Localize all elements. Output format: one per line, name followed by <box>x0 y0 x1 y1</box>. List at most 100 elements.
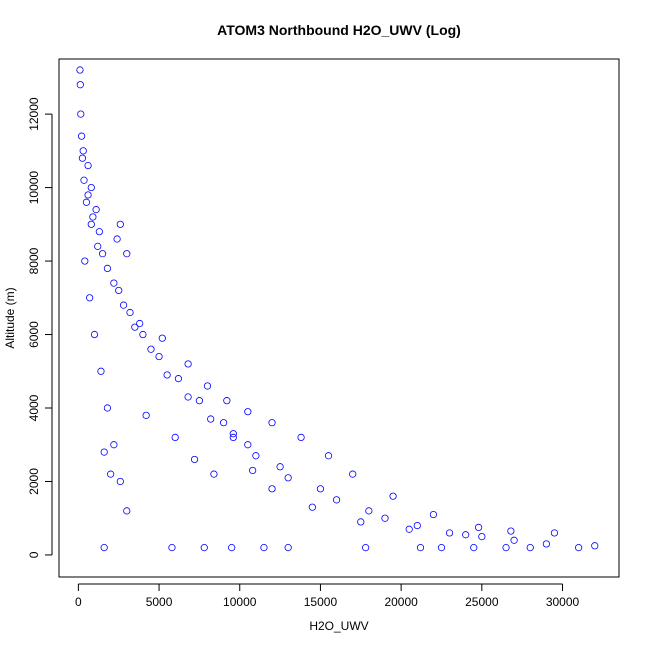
y-tick-label: 12000 <box>27 97 41 131</box>
data-point <box>416 544 425 552</box>
data-point <box>90 330 99 339</box>
data-point <box>139 330 147 339</box>
data-point <box>276 463 284 471</box>
data-point <box>474 523 483 532</box>
data-point <box>362 544 370 552</box>
data-point <box>78 154 87 162</box>
data-point <box>223 397 231 405</box>
data-point <box>103 264 112 273</box>
data-point <box>308 503 316 511</box>
x-tick-label: 0 <box>75 595 82 609</box>
data-point <box>324 452 333 460</box>
x-tick-label: 10000 <box>223 595 257 609</box>
data-point <box>142 411 150 419</box>
data-point <box>389 492 397 500</box>
data-point <box>260 544 268 552</box>
data-point <box>550 529 559 537</box>
data-point <box>297 433 305 441</box>
data-point <box>542 540 550 548</box>
data-point <box>113 235 121 243</box>
y-tick-label: 10000 <box>27 171 41 205</box>
data-point <box>210 470 218 478</box>
data-point <box>207 415 215 423</box>
chart-title: ATOM3 Northbound H2O_UWV (Log) <box>217 22 461 38</box>
x-tick-label: 15000 <box>304 595 338 609</box>
y-tick-label: 8000 <box>27 247 41 274</box>
data-point <box>110 279 118 287</box>
data-point <box>84 191 92 199</box>
data-point <box>470 544 478 552</box>
data-point <box>163 371 171 379</box>
x-tick-label: 5000 <box>146 595 173 609</box>
data-point <box>158 334 166 342</box>
data-point <box>86 294 94 302</box>
data-point <box>229 433 237 441</box>
data-point <box>268 485 276 493</box>
data-point <box>116 220 124 228</box>
data-point <box>200 544 208 552</box>
data-point <box>155 352 163 361</box>
data-point <box>80 176 88 184</box>
data-point <box>195 397 204 405</box>
data-point <box>575 544 583 552</box>
data-point <box>316 485 325 493</box>
plot-frame <box>58 58 620 578</box>
data-point <box>229 430 237 438</box>
data-point <box>252 452 260 460</box>
data-point <box>591 542 599 550</box>
data-point <box>526 544 534 552</box>
data-point <box>168 544 176 552</box>
data-point <box>462 531 470 539</box>
data-point <box>76 66 84 74</box>
data-point <box>249 466 257 475</box>
data-point <box>123 250 131 258</box>
data-point <box>228 544 236 552</box>
data-point <box>413 521 421 530</box>
data-point <box>126 308 134 317</box>
y-tick-label: 6000 <box>27 321 41 348</box>
data-point <box>87 220 95 228</box>
data-point <box>98 250 107 258</box>
data-point <box>77 110 85 118</box>
y-axis-label: Altitude (m) <box>3 287 17 348</box>
data-point <box>429 510 438 519</box>
data-point <box>147 345 155 353</box>
data-point <box>115 286 123 295</box>
data-point <box>365 507 373 515</box>
data-point <box>445 529 454 537</box>
data-point <box>94 242 102 250</box>
data-point <box>171 433 179 441</box>
data-point <box>184 360 192 368</box>
data-point <box>87 183 95 192</box>
y-tick-label: 4000 <box>27 394 41 421</box>
data-point <box>502 544 510 552</box>
x-tick-label: 30000 <box>546 595 580 609</box>
data-point <box>76 81 84 89</box>
data-point <box>92 206 100 214</box>
data-point <box>110 441 118 449</box>
data-point <box>77 132 86 140</box>
y-axis: 0 2000 4000 6000 8000 10000 12000 <box>27 97 53 558</box>
data-point <box>381 514 389 522</box>
data-point <box>405 525 413 533</box>
data-point <box>349 470 357 478</box>
y-tick-label: 2000 <box>27 468 41 495</box>
data-point <box>510 536 518 544</box>
data-points <box>76 66 599 552</box>
data-point <box>332 496 341 504</box>
data-point <box>79 147 87 155</box>
data-point <box>97 367 105 375</box>
data-point <box>100 544 108 552</box>
data-point <box>437 544 446 552</box>
data-point <box>220 419 228 427</box>
data-point <box>119 301 128 309</box>
data-point <box>268 419 276 427</box>
data-point <box>84 161 92 170</box>
data-point <box>116 477 124 486</box>
data-point <box>89 213 97 221</box>
x-tick-label: 25000 <box>465 595 499 609</box>
x-axis-label: H2O_UWV <box>309 619 368 633</box>
data-point <box>203 382 212 390</box>
